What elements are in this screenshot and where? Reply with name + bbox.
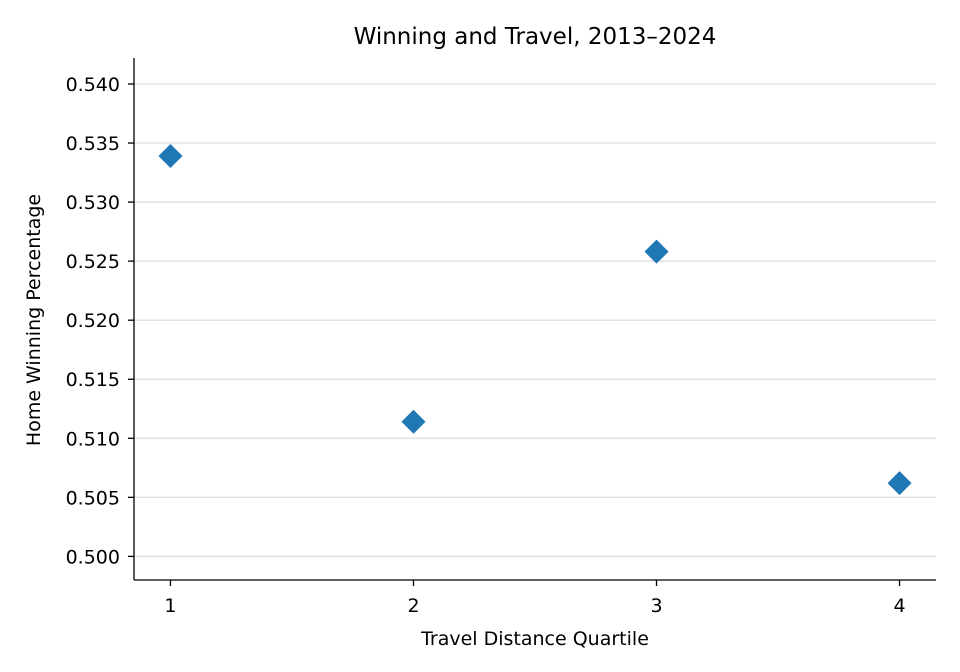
data-point-1 [158, 144, 183, 169]
x-tick-label-0: 1 [164, 595, 176, 617]
y-tick-label-4: 0.520 [66, 310, 120, 332]
chart-title: Winning and Travel, 2013–2024 [354, 24, 717, 50]
y-tick-label-1: 0.505 [66, 487, 120, 509]
x-axis-ticks: 1 2 3 4 [164, 580, 906, 617]
x-tick-label-3: 4 [893, 595, 905, 617]
y-tick-label-7: 0.535 [66, 133, 120, 155]
data-point-4 [887, 471, 912, 496]
axes-spines [133, 58, 936, 581]
y-tick-label-0: 0.500 [66, 546, 120, 568]
y-axis-ticks: 0.500 0.505 0.510 0.515 0.520 0.525 0.530 0.535… [66, 74, 134, 568]
y-tick-label-6: 0.530 [66, 192, 120, 214]
x-tick-label-1: 2 [407, 595, 419, 617]
gridlines [134, 83, 936, 558]
y-tick-label-2: 0.510 [66, 428, 120, 450]
data-point-2 [401, 409, 426, 434]
y-axis-label: Home Winning Percentage [23, 194, 45, 446]
x-axis-label: Travel Distance Quartile [420, 628, 649, 650]
x-tick-label-2: 3 [650, 595, 662, 617]
data-points [158, 144, 912, 496]
y-tick-label-8: 0.540 [66, 74, 120, 96]
y-tick-label-3: 0.515 [66, 369, 120, 391]
y-tick-label-5: 0.525 [66, 251, 120, 273]
data-point-3 [644, 239, 669, 264]
